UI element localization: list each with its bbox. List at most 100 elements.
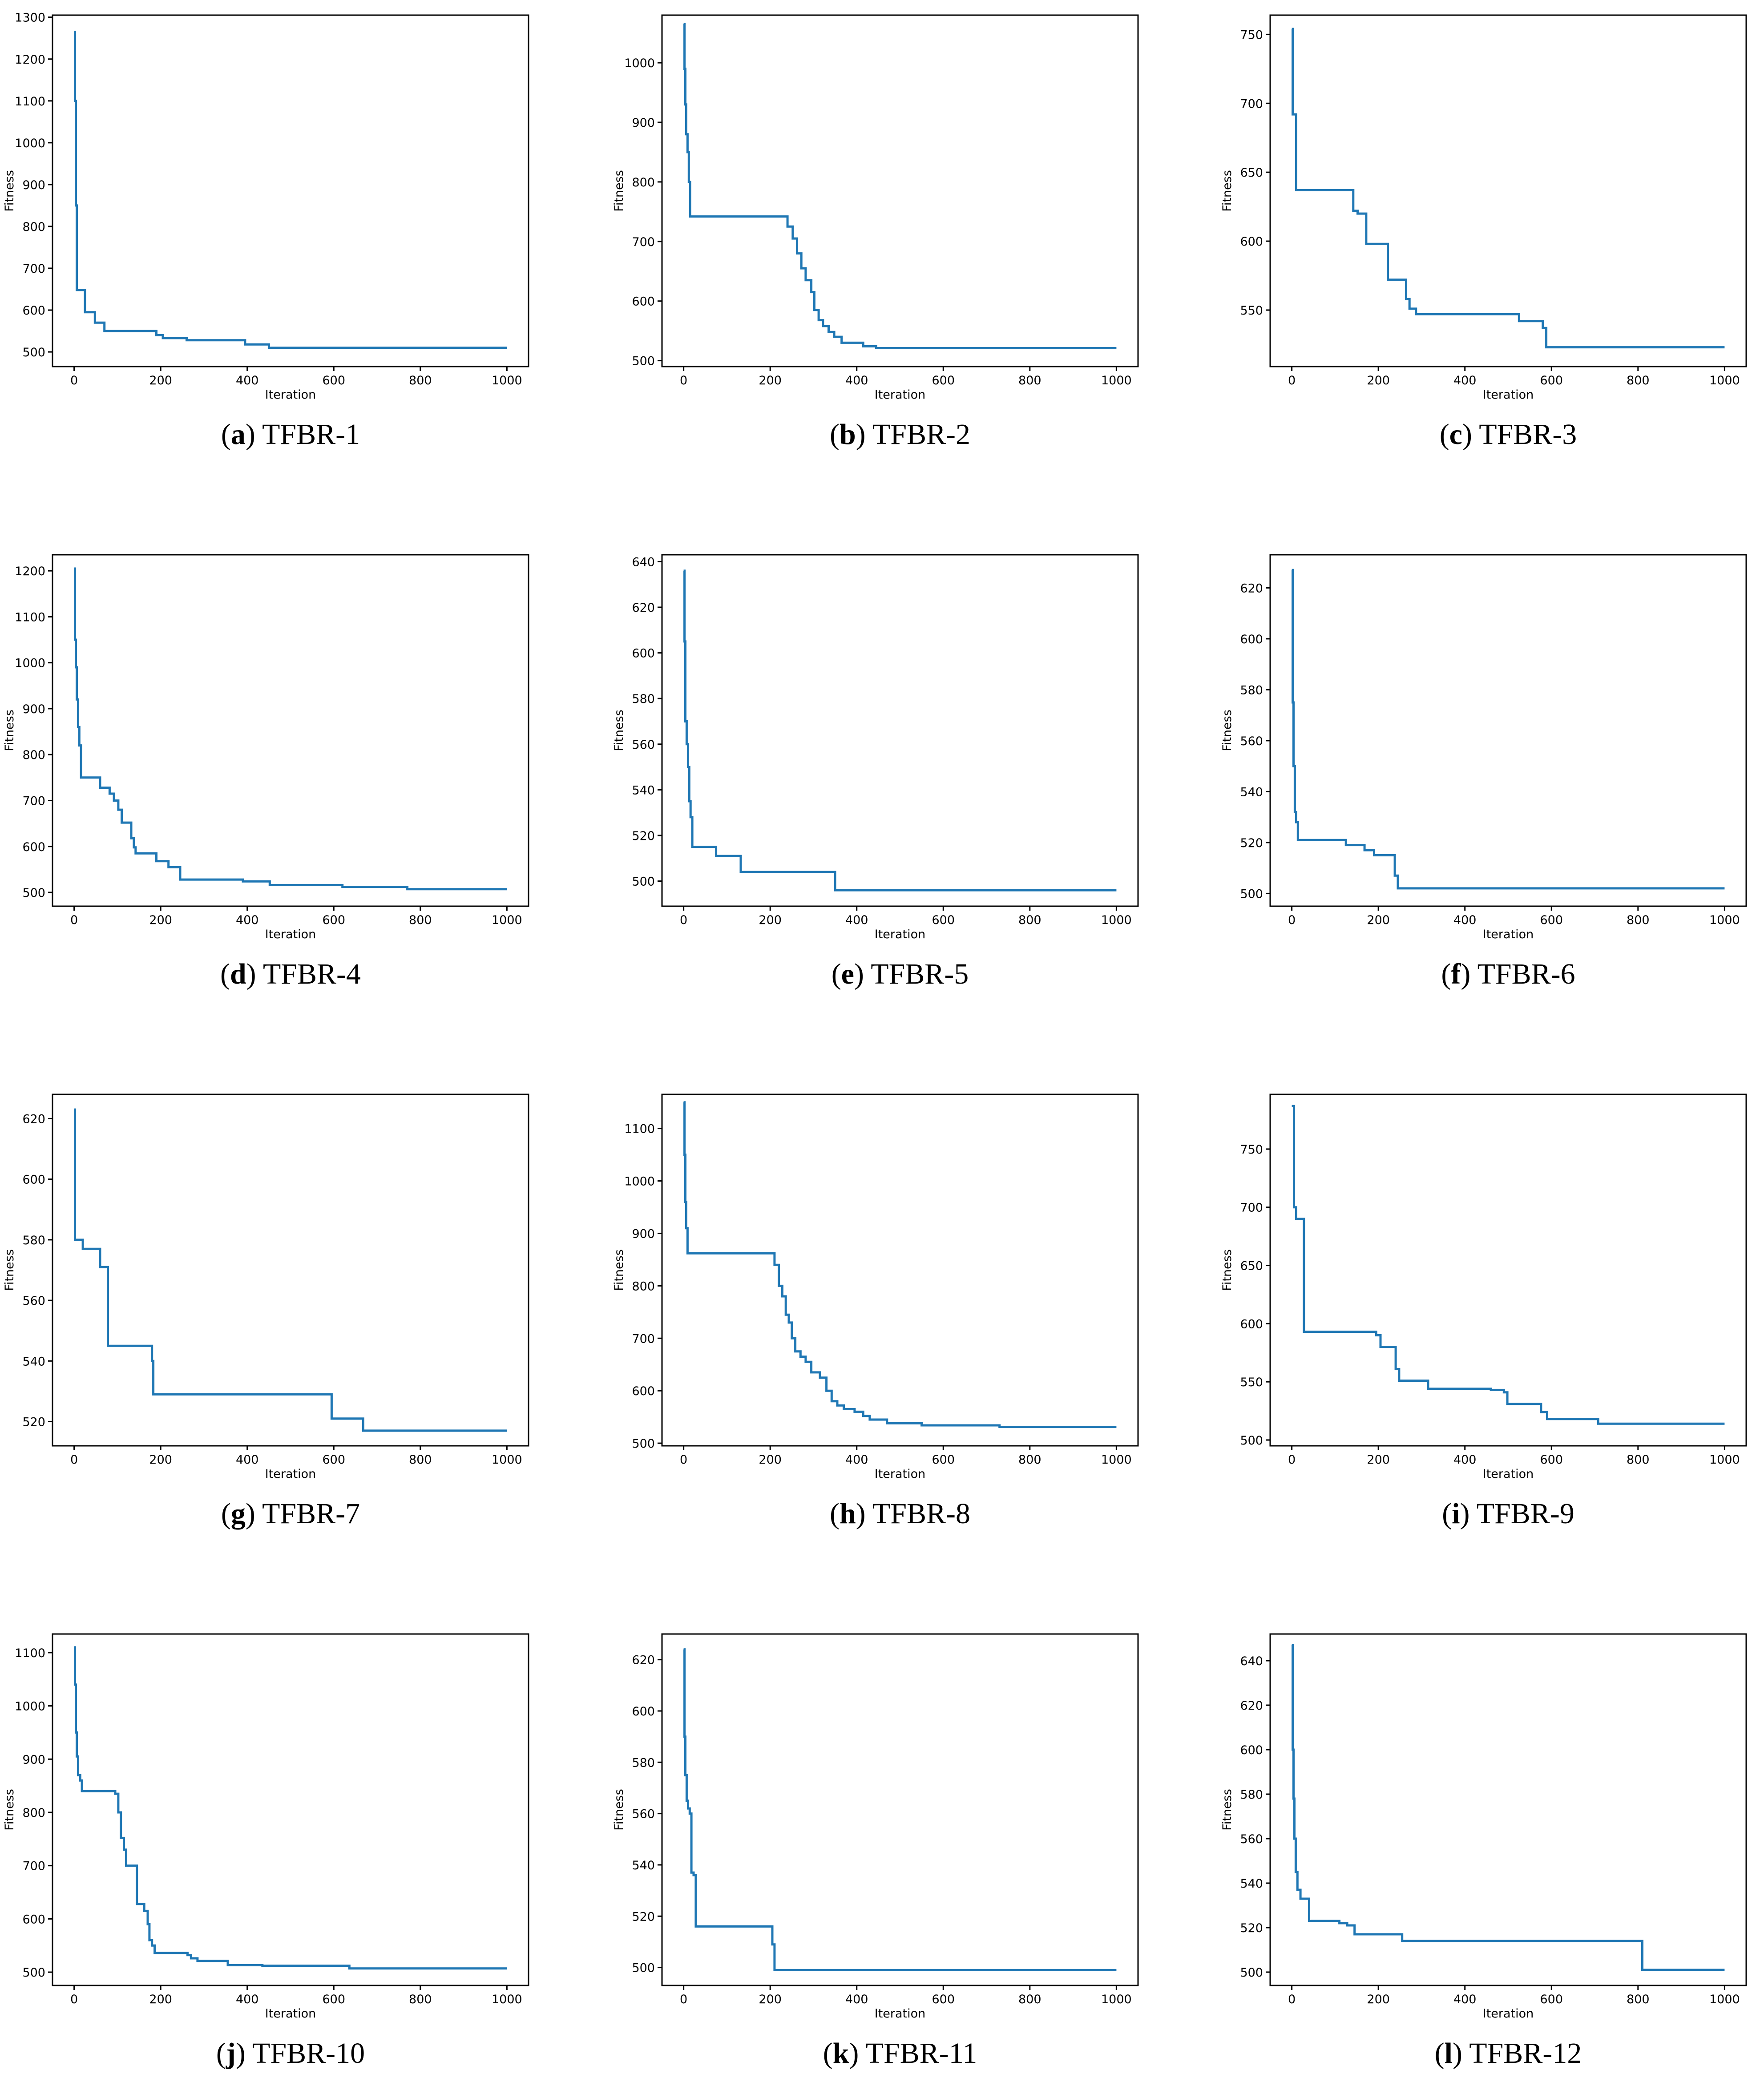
panel-caption: (k) TFBR-11 [823,2037,977,2070]
x-tick-label: 600 [932,1453,955,1467]
y-tick-label: 550 [1240,304,1263,318]
x-tick-label: 800 [1627,913,1650,927]
y-tick-label: 520 [632,829,655,843]
x-axis-title: Iteration [265,388,316,402]
fitness-chart-h: 0 200 400 600 800 1000 500 600 700 800 900 1000 1100… [612,1093,1139,1481]
y-tick-label: 640 [1240,1654,1263,1668]
x-tick-label: 600 [322,1453,345,1467]
chart-panel-i: 0 200 400 600 800 1000 500 550 600 650 700 750 Itera… [1220,1091,1751,1481]
y-tick-label: 900 [22,178,45,192]
plot-frame [52,1093,529,1447]
y-tick-label: 650 [1240,166,1263,180]
panel-caption: (g) TFBR-7 [221,1497,360,1530]
y-axis-title: Fitness [612,1249,626,1291]
x-tick-label: 0 [70,374,78,387]
panel-letter: b [839,418,856,451]
y-tick-label: 600 [22,1912,45,1926]
x-tick-label: 200 [1367,1993,1390,2006]
y-tick-label: 620 [1240,1699,1263,1713]
y-tick-label: 600 [1240,235,1263,249]
x-tick-label: 0 [70,1993,78,2006]
y-tick-label: 500 [632,355,655,368]
x-tick-label: 800 [1018,374,1041,387]
panel-letter: j [226,2037,236,2070]
panel-letter: e [841,958,854,990]
panel-name: TFBR-6 [1477,958,1575,990]
y-tick-label: 1100 [624,1122,655,1136]
y-tick-label: 600 [22,840,45,854]
y-tick-label: 600 [632,647,655,661]
y-axis-title: Fitness [612,1789,626,1831]
y-tick-label: 600 [1240,1317,1263,1331]
x-tick-label: 800 [1018,913,1041,927]
y-axis-title: Fitness [3,710,16,751]
x-tick-label: 800 [409,1453,432,1467]
y-tick-label: 520 [1240,1921,1263,1935]
fitness-chart-i: 0 200 400 600 800 1000 500 550 600 650 700 750 Itera… [1220,1093,1747,1481]
x-tick-label: 400 [845,1453,868,1467]
y-tick-label: 1200 [15,53,45,67]
fitness-series-line [74,1108,507,1432]
chart-panel-l: 0 200 400 600 800 1000 500 520 540 560 580 600 620 64… [1220,1630,1751,2021]
panel-name: TFBR-1 [262,418,360,451]
fitness-chart-j: 0 200 400 600 800 1000 500 600 700 800 900 1000 1100… [3,1633,529,2021]
x-tick-label: 200 [1367,1453,1390,1467]
y-tick-label: 620 [1240,581,1263,595]
x-tick-label: 400 [845,374,868,387]
x-tick-label: 0 [70,1453,78,1467]
x-tick-label: 200 [1367,913,1390,927]
fitness-series-line [1292,1644,1725,1971]
y-tick-label: 580 [22,1234,45,1247]
x-tick-label: 200 [759,913,782,927]
panel-name: TFBR-4 [262,958,361,990]
panel-caption: (f) TFBR-6 [1441,958,1575,990]
x-axis-title: Iteration [265,928,316,941]
x-tick-label: 800 [409,374,432,387]
y-axis-title: Fitness [1220,1249,1234,1291]
panel-caption: (i) TFBR-9 [1442,1497,1574,1530]
y-tick-label: 700 [22,262,45,276]
x-axis-title: Iteration [1483,928,1534,941]
y-axis-title: Fitness [1220,710,1234,751]
panel-name: TFBR-10 [252,2037,365,2070]
x-tick-label: 800 [409,913,432,927]
x-tick-label: 800 [1627,1993,1650,2006]
panel-letter: k [832,2037,849,2070]
y-tick-label: 580 [632,692,655,706]
y-tick-label: 560 [632,738,655,752]
panel-name: TFBR-12 [1469,2037,1582,2070]
fitness-series-line [74,31,507,349]
x-tick-label: 800 [1018,1453,1041,1467]
panel-letter: d [230,958,246,990]
x-axis-title: Iteration [875,2007,926,2021]
chart-panel-k: 0 200 400 600 800 1000 500 520 540 560 580 600 620 It… [612,1630,1142,2021]
x-tick-label: 1000 [1709,1993,1740,2006]
x-tick-label: 0 [1288,1993,1296,2006]
panel-letter: g [230,1497,246,1530]
panel-name: TFBR-7 [262,1497,360,1530]
y-tick-label: 580 [632,1756,655,1770]
y-tick-label: 500 [22,346,45,359]
x-axis-title: Iteration [265,1467,316,1481]
y-tick-label: 640 [632,555,655,569]
plot-frame [52,1633,529,1986]
x-tick-label: 600 [322,374,345,387]
fitness-chart-c: 0 200 400 600 800 1000 550 600 650 700 750 Iteratio… [1220,14,1747,402]
panel-letter: i [1452,1497,1460,1530]
y-tick-label: 650 [1240,1259,1263,1273]
y-tick-label: 700 [22,1860,45,1873]
x-tick-label: 400 [236,913,259,927]
y-tick-label: 800 [22,1806,45,1820]
plot-frame [661,1093,1139,1447]
fitness-series-line [683,1101,1117,1428]
chart-panel-b: 0 200 400 600 800 1000 500 600 700 800 900 1000 Iter… [612,12,1142,402]
y-tick-label: 1000 [624,1175,655,1189]
x-tick-label: 0 [1288,374,1296,387]
y-tick-label: 520 [1240,836,1263,850]
x-tick-label: 600 [1540,1453,1563,1467]
x-tick-label: 1000 [1709,1453,1740,1467]
y-tick-label: 580 [1240,1788,1263,1802]
y-tick-label: 520 [632,1910,655,1924]
plot-frame [1269,14,1747,367]
y-tick-label: 1000 [15,137,45,150]
